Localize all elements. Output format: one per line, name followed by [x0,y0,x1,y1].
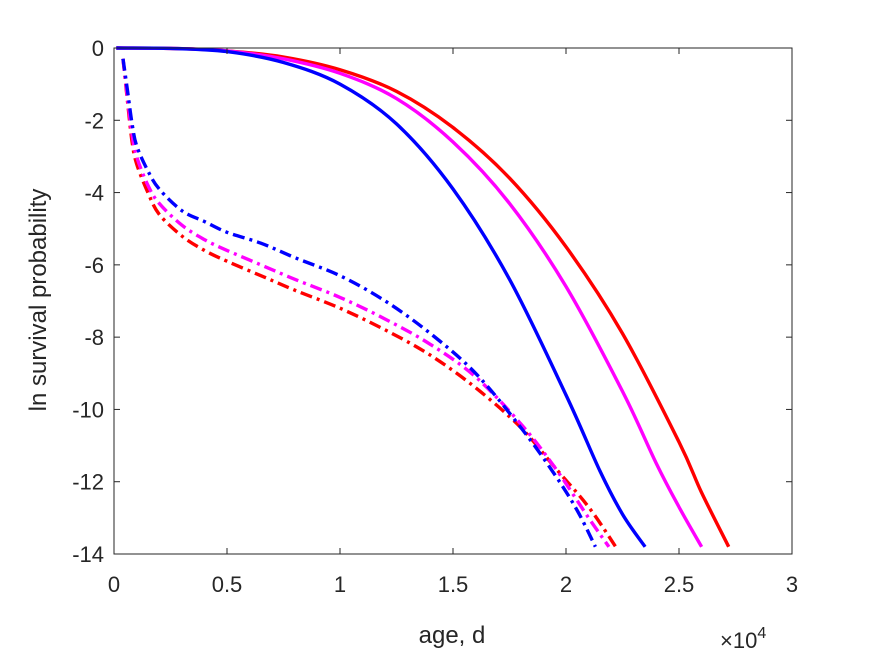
y-tick-labels: 0 -2 -4 -6 -8 -10 -12 -14 [72,36,104,567]
plot-area [114,48,792,554]
y-tick-label: -2 [84,108,104,133]
plot-background [114,48,792,554]
y-tick-label: -6 [84,253,104,278]
series-line-5 [121,58,611,548]
y-tick-label: 0 [92,36,104,61]
y-axis-label: ln survival probability [25,189,52,412]
x-tick-label: 2.5 [664,572,695,597]
y-tick-label: -8 [84,325,104,350]
x-tick-label: 3 [786,572,798,597]
series-line-6 [121,58,597,548]
x-axis-multiplier-base: ×10 [720,628,757,653]
y-tick-label: -12 [72,470,104,495]
x-tick-label: 0.5 [212,572,243,597]
x-axis-label: age, d [419,622,486,649]
axes-frame [113,47,793,555]
y-tick-label: -4 [84,181,104,206]
x-tick-label: 1.5 [438,572,469,597]
x-tick-label: 2 [560,572,572,597]
x-tick-labels: 0 0.5 1 1.5 2 2.5 3 [108,572,798,597]
x-axis-multiplier: ×104 [720,625,766,653]
x-axis-multiplier-exponent: 4 [757,625,766,642]
y-tick-label: -10 [72,397,104,422]
x-tick-label: 0 [108,572,120,597]
y-tick-label: -14 [72,542,104,567]
x-tick-label: 1 [334,572,346,597]
